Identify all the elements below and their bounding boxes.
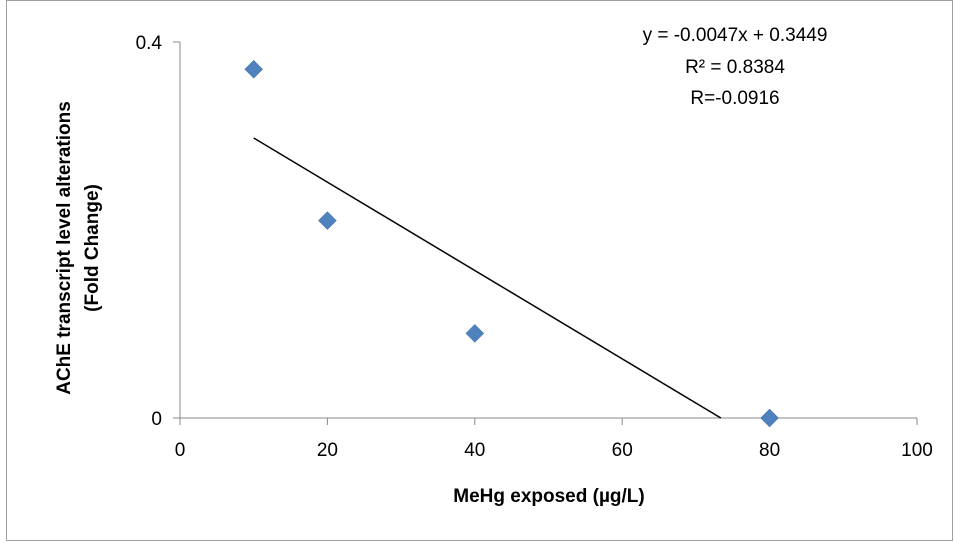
axes (179, 42, 917, 419)
x-tick-label: 100 (901, 440, 933, 461)
x-tick-label: 0 (175, 440, 186, 461)
points-group (244, 59, 779, 428)
trendline-equation: y = -0.0047x + 0.3449 (643, 25, 828, 46)
y-tick-label: 0 (151, 409, 162, 430)
x-tick-label: 80 (759, 440, 780, 461)
r-value-label: R=-0.0916 (690, 88, 779, 109)
x-tick-label: 40 (464, 440, 485, 461)
x-tick-label: 60 (612, 440, 633, 461)
trendline (253, 137, 722, 419)
y-axis-title-line1: AChE transcript level alterations (54, 101, 75, 395)
ticks: 0 20 40 60 80 100 0 0.4 (136, 33, 933, 461)
y-axis-title: AChE transcript level alterations (Fold … (54, 101, 103, 395)
r-squared-label: R² = 0.8384 (685, 57, 785, 78)
x-axis-title: MeHg exposed (µg/L) (453, 486, 644, 507)
data-point (318, 211, 337, 230)
y-axis-title-line2: (Fold Change) (82, 184, 103, 312)
x-tick-label: 20 (317, 440, 338, 461)
y-tick-label: 0.4 (136, 33, 163, 54)
data-point (465, 324, 485, 343)
chart-frame (6, 0, 953, 541)
data-point (760, 408, 779, 428)
trendline-group (253, 137, 722, 419)
data-point (244, 59, 264, 79)
